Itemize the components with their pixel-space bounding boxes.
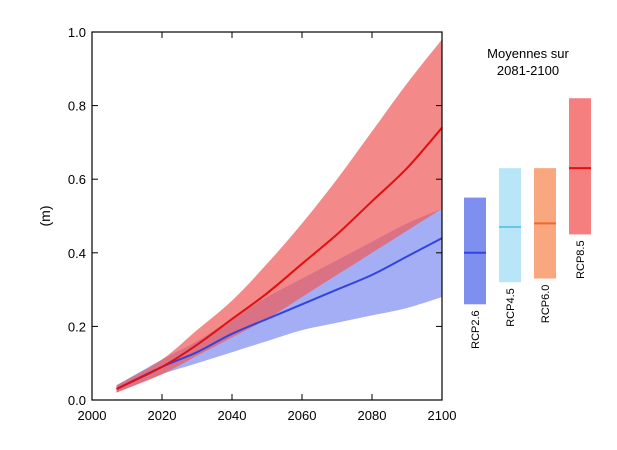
scenario-label-rcp26: RCP2.6 bbox=[470, 310, 482, 349]
period-average-panel: Moyennes sur 2081-2100 RCP2.6 RCP4.5 RCP6.… bbox=[464, 46, 591, 349]
range-bar-rcp85 bbox=[569, 98, 591, 235]
x-tick-label: 2040 bbox=[218, 408, 247, 423]
x-tick-label: 2080 bbox=[358, 408, 387, 423]
y-tick-label: 1.0 bbox=[68, 25, 86, 40]
panel-title-line2: 2081-2100 bbox=[497, 63, 559, 78]
scenario-label-rcp85: RCP8.5 bbox=[575, 240, 587, 279]
panel-title-line1: Moyennes sur bbox=[487, 46, 569, 61]
y-tick-label: 0.6 bbox=[68, 172, 86, 187]
scenario-label-rcp45: RCP4.5 bbox=[505, 288, 517, 327]
y-tick-label: 0.8 bbox=[68, 99, 86, 114]
scenario-label-rcp60: RCP6.0 bbox=[540, 285, 552, 324]
range-bar-rcp26 bbox=[464, 197, 486, 305]
y-tick-label: 0.2 bbox=[68, 319, 86, 334]
band-rcp85 bbox=[116, 39, 442, 393]
line-rcp26 bbox=[116, 237, 442, 390]
x-tick-label: 2000 bbox=[78, 408, 107, 423]
line-rcp85 bbox=[116, 127, 442, 390]
x-tick-label: 2020 bbox=[148, 408, 177, 423]
x-tick-label: 2100 bbox=[428, 408, 457, 423]
y-tick-label: 0.4 bbox=[68, 246, 86, 261]
y-axis: 0.0 0.2 0.4 0.6 0.8 1.0 bbox=[68, 25, 442, 408]
x-tick-label: 2060 bbox=[288, 408, 317, 423]
y-tick-label: 0.0 bbox=[68, 393, 86, 408]
range-bar-rcp45 bbox=[499, 168, 521, 283]
plot-frame bbox=[91, 31, 443, 401]
y-axis-label: (m) bbox=[37, 206, 53, 227]
x-axis: 2000 2020 2040 2060 2080 2100 bbox=[78, 32, 457, 423]
mean-lines bbox=[116, 127, 442, 390]
uncertainty-bands bbox=[116, 39, 442, 393]
